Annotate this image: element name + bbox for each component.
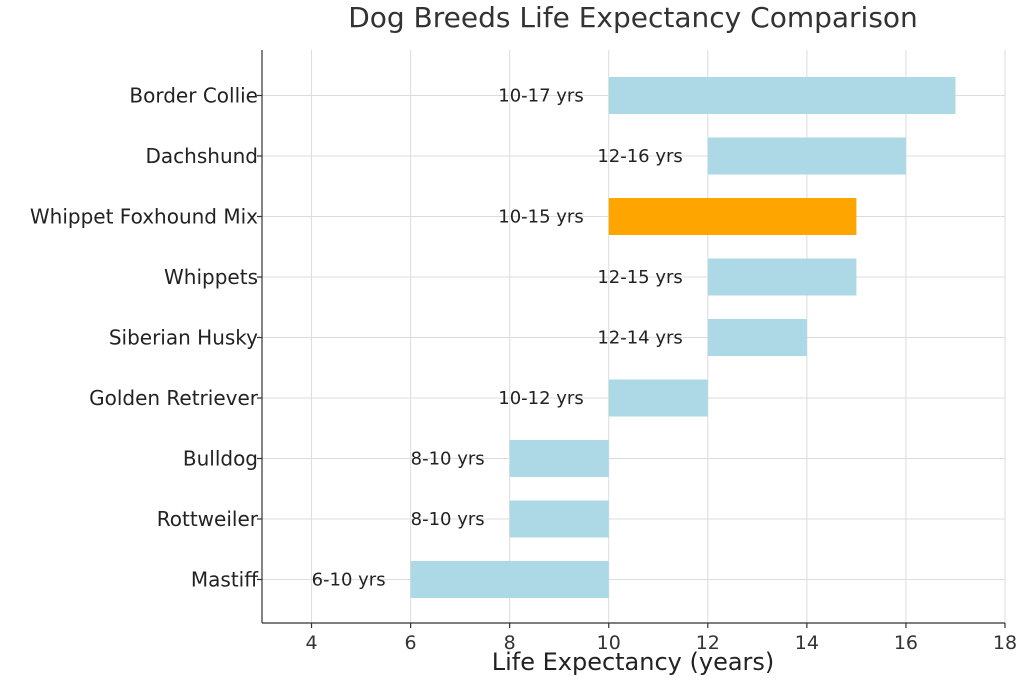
y-category-label: Whippets bbox=[164, 265, 258, 289]
bar-value-label: 12-16 yrs bbox=[597, 146, 682, 167]
bar-siberian-husky bbox=[707, 319, 807, 356]
bar-rottweiler bbox=[509, 500, 609, 538]
x-tick-label: 18 bbox=[993, 632, 1017, 654]
bar-bulldog bbox=[509, 440, 609, 477]
y-category-label: Dachshund bbox=[146, 144, 258, 168]
x-tick-label: 8 bbox=[504, 632, 516, 654]
bar-whippet-foxhound-mix bbox=[608, 198, 857, 235]
bar-value-label: 10-17 yrs bbox=[498, 86, 583, 107]
bar-mastiff bbox=[410, 561, 609, 598]
bar-value-label: 10-12 yrs bbox=[498, 388, 583, 409]
bar-value-label: 10-15 yrs bbox=[498, 207, 583, 228]
x-tick-label: 16 bbox=[894, 632, 918, 654]
y-category-label: Border Collie bbox=[129, 84, 258, 108]
y-category-label: Golden Retriever bbox=[89, 386, 259, 410]
x-tick-label: 4 bbox=[305, 632, 317, 654]
y-category-label: Mastiff bbox=[191, 568, 259, 592]
bar-value-label: 12-15 yrs bbox=[597, 267, 682, 288]
x-axis-title: Life Expectancy (years) bbox=[492, 648, 775, 676]
y-category-label: Whippet Foxhound Mix bbox=[30, 205, 258, 229]
y-category-label: Siberian Husky bbox=[109, 326, 258, 350]
x-tick-label: 10 bbox=[597, 632, 621, 654]
axes: 4 6 8 10 12 14 16 18 Border Collie Dachshund Whipp… bbox=[30, 50, 1017, 654]
bar-value-label: 6-10 yrs bbox=[312, 570, 386, 591]
y-category-label: Rottweiler bbox=[157, 507, 259, 531]
bar-value-label: 12-14 yrs bbox=[597, 328, 682, 349]
bar-dachshund bbox=[707, 137, 906, 175]
y-category-label: Bulldog bbox=[183, 447, 258, 471]
bar-whippets bbox=[707, 258, 857, 296]
bar-value-label: 8-10 yrs bbox=[411, 449, 485, 470]
x-tick-label: 12 bbox=[696, 632, 720, 654]
bars bbox=[410, 77, 956, 598]
bar-value-label: 8-10 yrs bbox=[411, 509, 485, 530]
bar-golden-retriever bbox=[608, 379, 708, 417]
x-tick-label: 6 bbox=[405, 632, 417, 654]
bar-border-collie bbox=[608, 77, 956, 114]
x-tick-label: 14 bbox=[795, 632, 819, 654]
chart-title: Dog Breeds Life Expectancy Comparison bbox=[348, 1, 918, 34]
data-labels: 10-17 yrs 12-16 yrs 10-15 yrs 12-15 yrs 12-1… bbox=[312, 86, 683, 591]
